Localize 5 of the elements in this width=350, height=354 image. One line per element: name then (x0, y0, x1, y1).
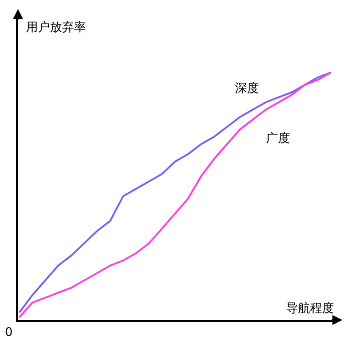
series-label: 深度 (235, 81, 259, 95)
y-axis-title: 用户放弃率 (26, 20, 86, 34)
text: 0 (5, 325, 13, 339)
x-axis-title: 导航程度 (286, 301, 334, 315)
series-label: 广度 (266, 131, 290, 145)
